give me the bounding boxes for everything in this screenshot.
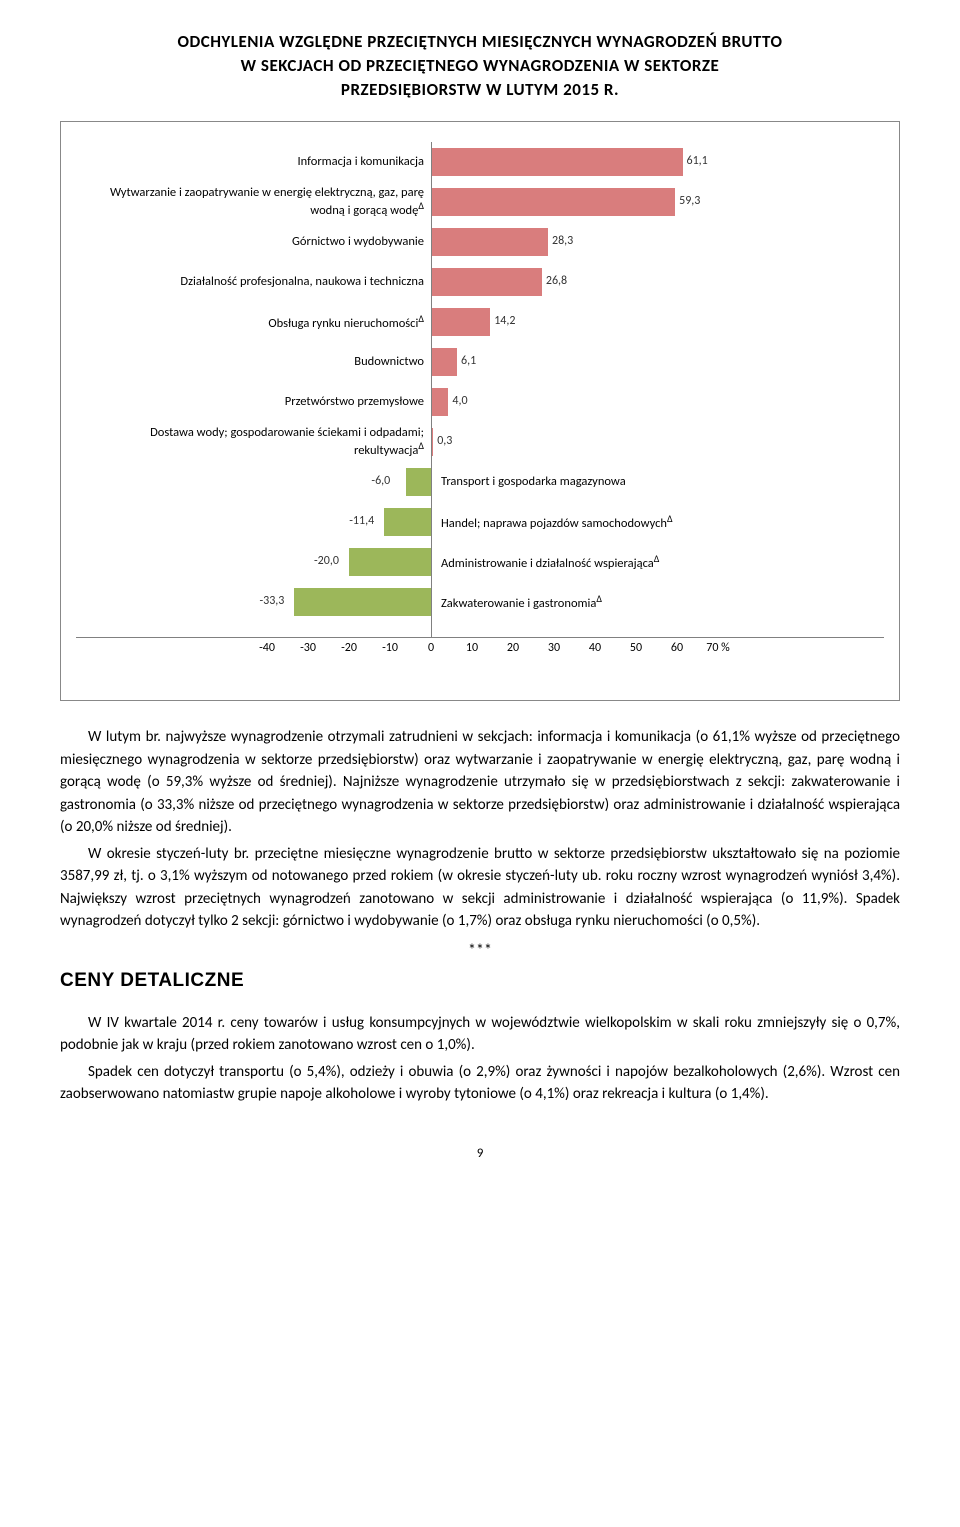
bar-category-label: Działalność profesjonalna, naukowa i tec…	[180, 275, 424, 289]
bar-value-label: 4,0	[452, 394, 467, 408]
bar-category-label: Budownictwo	[354, 355, 424, 369]
bar-value-label: 59,3	[679, 194, 700, 208]
bar-row: Górnictwo i wydobywanie 28,3	[76, 227, 884, 257]
x-axis: -40 -30 -20 -10 0 10 20 30 40 50 60 70 %	[76, 637, 884, 662]
bar-row: Obsługa rynku nieruchomościΔ 14,2	[76, 307, 884, 337]
bar-value-label: -11,4	[349, 514, 884, 528]
bar-row: Wytwarzanie i zaopatrywanie w energię el…	[76, 187, 884, 217]
x-tick-label: 50	[630, 641, 642, 655]
bar-value-label: 26,8	[546, 274, 567, 288]
page-number: 9	[60, 1146, 900, 1161]
bar-category-label: Informacja i komunikacja	[298, 155, 424, 169]
bar-category-label: Górnictwo i wydobywanie	[292, 235, 424, 249]
bar-row: Transport i gospodarka magazynowa-6,0	[76, 467, 884, 497]
section-heading-prices: CENY DETALICZNE	[60, 970, 900, 992]
bar	[432, 388, 448, 416]
paragraph-1: W lutym br. najwyższe wynagrodzenie otrz…	[60, 726, 900, 839]
bar	[432, 348, 457, 376]
x-tick-label: 20	[507, 641, 519, 655]
x-tick-label: -40	[259, 641, 275, 655]
x-tick-label: 60	[671, 641, 683, 655]
bar	[432, 148, 683, 176]
bar-value-label: 28,3	[552, 234, 573, 248]
bar-value-label: 14,2	[494, 314, 515, 328]
bar-value-label: 6,1	[461, 354, 476, 368]
bar-row: Administrowanie i działalność wspierając…	[76, 547, 884, 577]
bar-row: Dostawa wody; gospodarowanie ściekami i …	[76, 427, 884, 457]
bar-row: Zakwaterowanie i gastronomiaΔ-33,3	[76, 587, 884, 617]
bar	[432, 308, 490, 336]
bar-category-label: Wytwarzanie i zaopatrywanie w energię el…	[94, 186, 424, 219]
paragraph-2: W okresie styczeń-luty br. przeciętne mi…	[60, 843, 900, 933]
x-tick-label: -30	[300, 641, 316, 655]
bar	[432, 228, 548, 256]
paragraph-4: Spadek cen dotyczył transportu (o 5,4%),…	[60, 1061, 900, 1106]
bar-value-label: -6,0	[371, 474, 884, 488]
bar-row: Budownictwo 6,1	[76, 347, 884, 377]
x-tick-label: -20	[341, 641, 357, 655]
bar	[432, 428, 433, 456]
x-tick-label: 30	[548, 641, 560, 655]
bar	[432, 188, 675, 216]
x-tick-label: -10	[382, 641, 398, 655]
x-tick-label: 10	[466, 641, 478, 655]
paragraph-3: W IV kwartale 2014 r. ceny towarów i usł…	[60, 1012, 900, 1057]
bar-value-label: 61,1	[687, 154, 708, 168]
separator-stars: ***	[60, 941, 900, 960]
x-tick-label: 70 %	[706, 641, 729, 655]
bar-category-label: Dostawa wody; gospodarowanie ściekami i …	[94, 426, 424, 459]
bar-category-label: Obsługa rynku nieruchomościΔ	[268, 313, 424, 332]
bar-row: Działalność profesjonalna, naukowa i tec…	[76, 267, 884, 297]
bar-row: Handel; naprawa pojazdów samochodowychΔ-…	[76, 507, 884, 537]
bar-value-label: 0,3	[437, 434, 452, 448]
bar-category-label: Przetwórstwo przemysłowe	[285, 395, 424, 409]
x-tick-label: 40	[589, 641, 601, 655]
x-tick-label: 0	[428, 641, 434, 655]
bar	[432, 268, 542, 296]
bar-row: Przetwórstwo przemysłowe 4,0	[76, 387, 884, 417]
page-title: ODCHYLENIA WZGLĘDNE PRZECIĘTNYCH MIESIĘC…	[60, 30, 900, 101]
bar-row: Informacja i komunikacja 61,1	[76, 147, 884, 177]
bar-value-label: -20,0	[314, 554, 884, 568]
deviation-chart: Informacja i komunikacja 61,1 Wytwarzanie …	[60, 121, 900, 701]
bar-value-label: -33,3	[259, 594, 884, 608]
